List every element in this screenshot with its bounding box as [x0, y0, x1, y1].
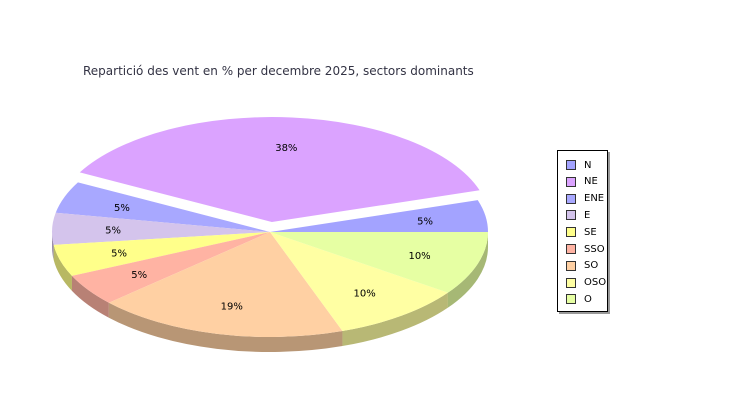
- legend-item-ne: NE: [566, 176, 598, 188]
- legend-item-sso: SSO: [566, 243, 605, 255]
- legend-swatch: [566, 294, 576, 305]
- slice-ene-label: 5%: [114, 203, 130, 214]
- legend-item-oso: OSO: [566, 277, 606, 289]
- legend-item-ene: ENE: [566, 193, 604, 205]
- slice-sso: [71, 232, 270, 303]
- slice-e-side: [52, 232, 54, 260]
- legend-label: OSO: [584, 277, 607, 289]
- slice-n: [270, 200, 488, 232]
- legend-swatch: [566, 227, 576, 238]
- legend-item-se: SE: [566, 226, 597, 238]
- legend-label: N: [584, 159, 592, 171]
- slice-o: [270, 232, 488, 293]
- slice-so: [108, 232, 343, 337]
- slice-ene: [55, 182, 270, 232]
- legend-label: SO: [584, 260, 599, 272]
- slice-o-side: [447, 232, 488, 308]
- slice-se: [53, 232, 270, 276]
- slice-se-label: 5%: [111, 249, 127, 260]
- slice-oso-side: [342, 292, 448, 347]
- legend-label: E: [584, 209, 591, 221]
- legend-label: SSO: [584, 243, 605, 255]
- legend-item-so: SO: [566, 260, 598, 272]
- slice-ne: [79, 117, 480, 223]
- slice-n-label: 5%: [417, 216, 433, 227]
- slice-ne-label: 38%: [275, 143, 297, 154]
- slice-o-label: 10%: [408, 251, 430, 262]
- legend-item-e: E: [566, 209, 590, 221]
- legend-item-o: O: [566, 293, 592, 305]
- legend-swatch: [566, 176, 576, 187]
- legend-swatch: [566, 260, 576, 271]
- slice-so-label: 19%: [221, 301, 243, 312]
- legend: N NE ENE E SE SSO SO OSO O: [557, 150, 608, 312]
- legend-swatch: [566, 277, 576, 288]
- slice-e-label: 5%: [105, 226, 121, 237]
- legend-label: O: [584, 293, 592, 305]
- slice-se-side: [53, 244, 72, 291]
- slice-sso-side: [71, 275, 109, 318]
- slice-oso: [270, 232, 448, 332]
- legend-swatch: [566, 244, 576, 254]
- slice-oso-label: 10%: [353, 288, 375, 299]
- legend-swatch: [566, 193, 576, 204]
- legend-label: NE: [584, 176, 598, 188]
- legend-swatch: [566, 210, 576, 221]
- legend-swatch: [566, 160, 576, 170]
- slice-e: [51, 212, 271, 245]
- legend-item-n: N: [566, 159, 591, 171]
- slice-so-side: [108, 302, 343, 352]
- legend-label: SE: [584, 226, 597, 238]
- slice-sso-label: 5%: [131, 270, 147, 281]
- legend-label: ENE: [584, 193, 605, 205]
- chart-title: Repartició des vent en % per decembre 20…: [83, 64, 474, 78]
